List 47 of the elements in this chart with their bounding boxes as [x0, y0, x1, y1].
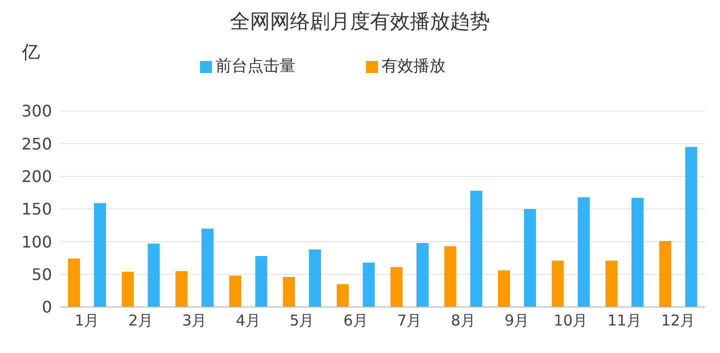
x-tick-label: 10月 [554, 312, 588, 330]
bar [202, 228, 214, 307]
x-tick-label: 4月 [236, 312, 260, 330]
x-tick-label: 12月 [661, 312, 696, 330]
y-tick-label: 150 [21, 200, 52, 219]
y-tick-label: 50 [32, 265, 52, 284]
bar [470, 190, 482, 307]
bar [659, 241, 672, 307]
bar [606, 260, 618, 307]
bar [309, 250, 321, 307]
x-tick-label: 1月 [74, 312, 100, 330]
bar [176, 271, 188, 307]
bar [362, 262, 375, 307]
bar [255, 256, 268, 307]
x-tick-label: 7月 [397, 312, 422, 330]
bar [336, 284, 349, 307]
bar [552, 260, 564, 307]
legend-label: 有效播放 [382, 56, 446, 75]
bar [524, 209, 536, 307]
x-tick-label: 2月 [128, 312, 153, 330]
y-tick-label: 200 [21, 167, 52, 186]
x-tick-label: 9月 [504, 312, 530, 330]
y-tick-label: 250 [21, 134, 52, 154]
y-tick-label: 100 [21, 232, 52, 252]
bar [94, 203, 106, 307]
x-tick-label: 6月 [343, 312, 368, 330]
legend-label: 前台点击量 [216, 56, 296, 75]
x-tick-label: 11月 [607, 312, 642, 330]
bar [68, 258, 80, 307]
bar [122, 272, 134, 307]
bar [148, 244, 160, 307]
y-tick-label: 0 [42, 298, 52, 317]
y-axis-title: 亿 [22, 41, 40, 64]
bar [416, 242, 428, 307]
bar [390, 267, 402, 307]
bar [229, 276, 242, 307]
bar [498, 270, 510, 307]
chart-title: 全网网络剧月度有效播放趋势 [229, 8, 491, 35]
bar [444, 246, 456, 307]
bar [578, 197, 590, 307]
y-tick-label: 300 [21, 102, 52, 121]
bar [283, 276, 295, 307]
x-tick-label: 5月 [290, 312, 314, 330]
x-tick-label: 8月 [450, 312, 476, 330]
bar [632, 198, 644, 307]
x-tick-label: 3月 [182, 312, 207, 330]
bar [685, 146, 698, 307]
